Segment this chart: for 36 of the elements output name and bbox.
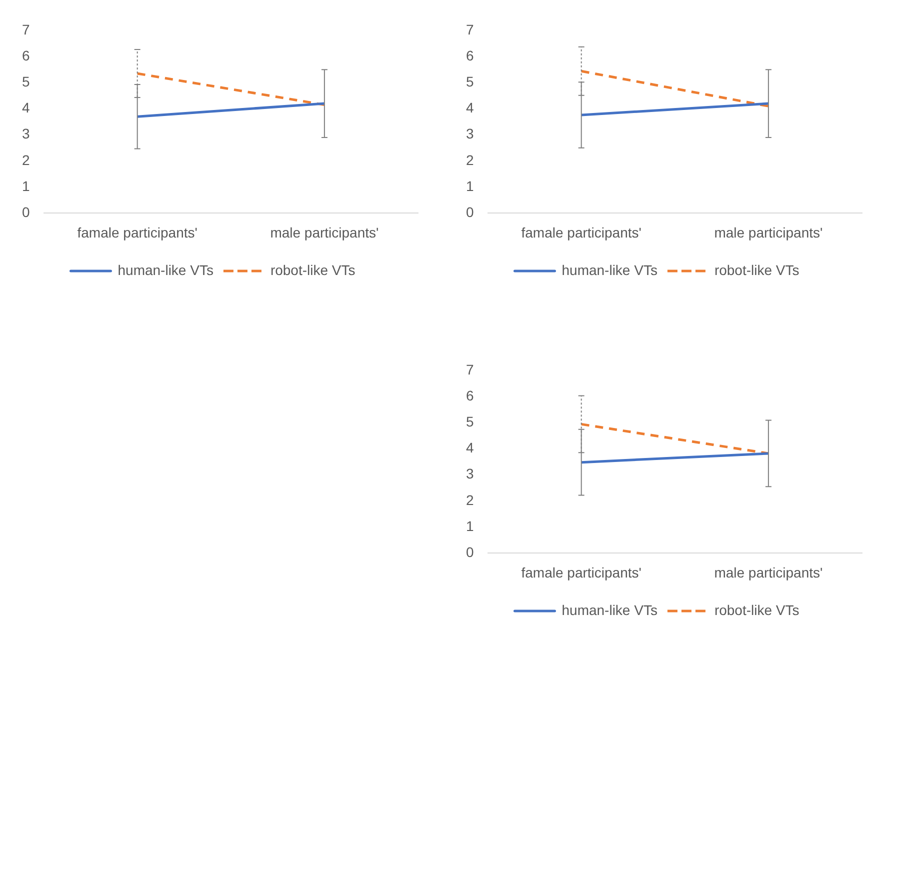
y-tick-label: 5 [466,73,474,90]
legend-label: robot-like VTs [714,262,800,278]
y-tick-label: 7 [22,21,30,38]
y-tick-label: 5 [466,413,474,430]
y-tick-label: 2 [466,152,474,168]
y-tick-label: 6 [466,387,474,404]
y-tick-label: 4 [466,100,474,116]
y-tick-label: 3 [466,466,474,482]
y-tick-label: 4 [466,440,474,456]
legend-label: human-like VTs [118,262,214,278]
y-tick-label: 2 [22,152,30,168]
y-tick-label: 1 [22,178,30,194]
y-tick-label: 5 [22,73,30,90]
y-tick-label: 4 [22,100,30,116]
y-tick-label: 0 [466,204,474,220]
x-tick-label: male participants' [714,564,823,580]
y-tick-label: 7 [466,21,474,38]
y-tick-label: 1 [466,518,474,534]
y-tick-label: 6 [466,47,474,64]
y-tick-label: 3 [22,126,30,142]
y-tick-label: 0 [22,204,30,220]
x-tick-label: male participants' [714,224,823,240]
y-tick-label: 3 [466,126,474,142]
x-tick-label: famale participants' [521,564,642,580]
y-tick-label: 7 [466,361,474,378]
y-tick-label: 0 [466,544,474,560]
y-tick-label: 1 [466,178,474,194]
y-tick-label: 6 [22,47,30,64]
y-tick-label: 2 [466,492,474,508]
legend-label: robot-like VTs [270,262,356,278]
legend-label: human-like VTs [562,262,658,278]
x-tick-label: male participants' [270,224,379,240]
legend-label: human-like VTs [562,602,658,618]
x-tick-label: famale participants' [521,224,642,240]
x-tick-label: famale participants' [77,224,198,240]
legend-label: robot-like VTs [714,602,800,618]
